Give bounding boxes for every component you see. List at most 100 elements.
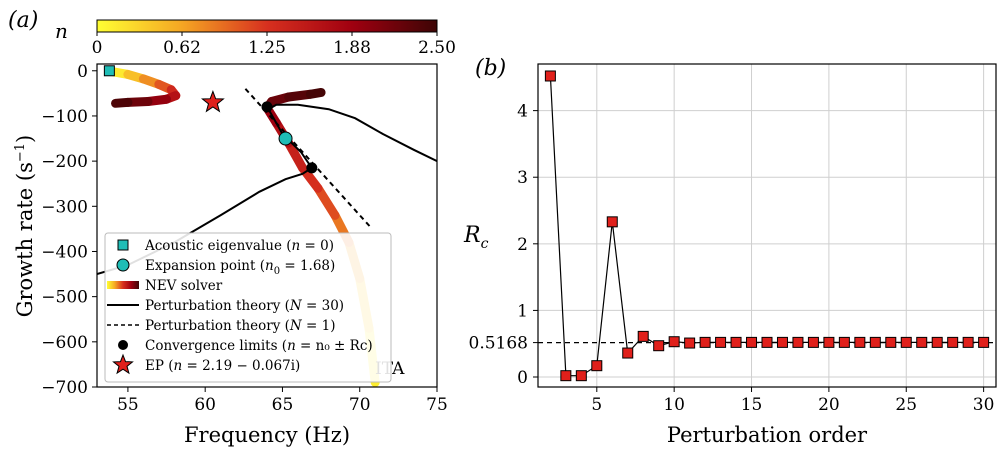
rc-point	[885, 336, 897, 348]
x-tick-label: 5	[591, 395, 602, 415]
y-tick-label: −100	[41, 107, 88, 127]
panel-a: (a) n 0 0.62 1.25 1.88 2.50 55 60 65 70 75 0 −100 −…	[8, 8, 456, 447]
x-tick-label: 15	[741, 395, 763, 415]
legend-handle-circle	[116, 258, 130, 272]
legend-entry-label: Acoustic eigenvalue (n = 0)	[144, 238, 334, 254]
rc-point	[854, 336, 866, 348]
x-tick-label: 20	[818, 395, 840, 415]
y-tick-label: 4	[517, 102, 528, 122]
legend-handle-gradient	[107, 281, 139, 289]
nev-solver-segment	[284, 138, 308, 173]
rc-point	[699, 336, 711, 348]
panel-a-legend: Acoustic eigenvalue (n = 0) Expansion poi…	[104, 232, 392, 383]
y-tick-label: −200	[41, 152, 88, 172]
convergence-limit-marker	[306, 162, 318, 174]
x-tick-label: 30	[973, 395, 995, 415]
rc-point	[900, 336, 912, 348]
expansion-point-marker	[278, 131, 293, 146]
legend-entry-label: Perturbation theory (N = 1)	[145, 318, 335, 334]
rc-point	[947, 336, 959, 348]
rc-point	[668, 336, 680, 348]
nev-solver-segment	[313, 183, 340, 220]
nev-solver-segment	[111, 97, 133, 108]
rc-point	[606, 216, 618, 228]
panel-b-xlabel: Perturbation order	[667, 423, 868, 447]
panel-a-ylabel: Growth rate (s−1)	[13, 135, 37, 318]
x-tick-label: 25	[895, 395, 917, 415]
colorbar-ticks: 0 0.62 1.25 1.88 2.50	[92, 32, 456, 58]
y-tick-label: 0	[517, 368, 528, 388]
legend-entry-label: NEV solver	[145, 278, 223, 294]
rc-point	[637, 330, 649, 342]
colorbar-tick-label: 1.88	[333, 38, 371, 58]
nev-solver-segment	[305, 87, 326, 99]
rc-point	[560, 370, 572, 382]
legend-box	[104, 232, 392, 383]
y-tick-label-reference: 0.5168	[469, 334, 528, 354]
y-tick-label: −500	[41, 288, 88, 308]
rc-point	[838, 336, 850, 348]
rc-point	[776, 336, 788, 348]
x-tick-label: 65	[272, 395, 294, 415]
legend-entry-label: EP (n = 2.19 − 0.067i)	[145, 358, 300, 374]
ep-star-marker	[201, 89, 225, 113]
legend-handle-star	[112, 353, 134, 375]
y-tick-label: −600	[41, 333, 88, 353]
rc-point	[869, 336, 881, 348]
colorbar-tick-label: 0.62	[163, 38, 201, 58]
rc-point	[591, 360, 603, 372]
panel-b-label: (b)	[475, 56, 506, 81]
rc-point	[807, 336, 819, 348]
rc-point	[931, 336, 943, 348]
legend-entry-label: Perturbation theory (N = 30)	[145, 298, 344, 314]
panel-a-axes: 55 60 65 70 75 0 −100 −200 −300 −400 −500 −600 −700	[41, 62, 448, 415]
x-tick-label: 10	[663, 395, 685, 415]
panel-b: (b) 5 10 15 20 25 30 0 1 2 3 4 0.5168 Perturbation …	[463, 56, 997, 447]
panel-a-label: (a)	[8, 8, 38, 33]
y-tick-label: −300	[41, 197, 88, 217]
acoustic-eigenvalue-marker	[103, 65, 115, 77]
rc-point	[575, 370, 587, 382]
colorbar-tick-label: 0	[92, 38, 103, 58]
y-tick-label: −700	[41, 378, 88, 398]
panel-b-plot	[538, 70, 996, 382]
rc-point	[544, 70, 556, 82]
panel-b-axes: 5 10 15 20 25 30 0 1 2 3 4 0.5168	[469, 64, 996, 415]
convergence-limit-marker	[261, 101, 273, 113]
rc-point	[978, 336, 990, 348]
legend-handle-dot	[118, 340, 128, 350]
rc-point	[962, 336, 974, 348]
panel-a-frame	[96, 63, 438, 388]
colorbar-tick-label: 1.25	[248, 38, 286, 58]
rc-point	[730, 336, 742, 348]
y-tick-label: 2	[517, 235, 528, 255]
rc-point	[653, 340, 665, 352]
rc-point	[823, 336, 835, 348]
x-tick-label: 60	[194, 395, 216, 415]
rc-point	[746, 336, 758, 348]
x-tick-label: 70	[349, 395, 371, 415]
rc-point	[761, 336, 773, 348]
panel-b-frame	[537, 63, 997, 388]
colorbar-label: n	[55, 19, 68, 43]
x-tick-label: 55	[117, 395, 139, 415]
x-tick-label: 75	[426, 395, 448, 415]
y-tick-label: 1	[517, 301, 528, 321]
colorbar-tick-label: 2.50	[418, 38, 456, 58]
rc-point	[622, 347, 634, 359]
rc-point	[684, 337, 696, 349]
rc-point	[792, 336, 804, 348]
legend-entry-label: Convergence limits (n = n₀ ± Rc)	[145, 338, 373, 354]
perturbation-n30-line	[97, 103, 437, 276]
rc-point	[715, 336, 727, 348]
rc-point	[916, 336, 928, 348]
colorbar: n 0 0.62 1.25 1.88 2.50	[55, 19, 456, 58]
y-tick-label: 3	[517, 168, 528, 188]
legend-entry-label: Expansion point (n0 = 1.68)	[145, 258, 335, 277]
panel-a-xlabel: Frequency (Hz)	[184, 423, 350, 447]
colorbar-gradient	[96, 19, 438, 33]
panel-b-ylabel: Rc	[463, 223, 489, 252]
y-tick-label: 0	[77, 62, 88, 82]
legend-handle-square	[117, 239, 129, 251]
